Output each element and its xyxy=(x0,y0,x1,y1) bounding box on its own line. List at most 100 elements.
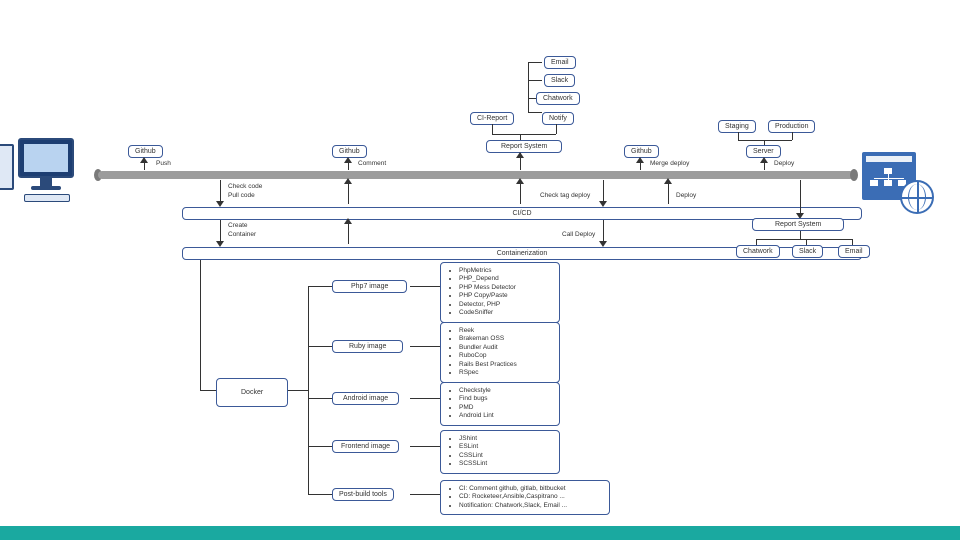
connector xyxy=(410,446,440,447)
connector xyxy=(528,98,536,99)
web-server-icon xyxy=(862,152,916,200)
label-deploy-top: Deploy xyxy=(774,160,794,167)
node-staging: Staging xyxy=(718,120,756,133)
connector xyxy=(738,140,792,141)
list-ruby-items: Reek Brakeman OSS Bundler Audit RuboCop … xyxy=(459,327,551,378)
list-frontend-items: JShint ESLint CSSLint SCSSLint xyxy=(459,435,551,469)
list-item: PhpMetrics xyxy=(459,267,551,275)
node-docker: Docker xyxy=(216,378,288,407)
list-item: CodeSniffer xyxy=(459,309,551,317)
list-postbuild: CI: Comment github, gitlab, bitbucket CD… xyxy=(440,480,610,515)
list-item: RSpec xyxy=(459,369,551,377)
node-notify: Notify xyxy=(542,112,574,125)
list-item: PHP Mess Detector xyxy=(459,284,551,292)
arrow-up-icon xyxy=(664,178,672,184)
label-check-code: Check code xyxy=(228,183,262,190)
connector xyxy=(308,494,332,495)
list-item: Notification: Chatwork,Slack, Email ... xyxy=(459,502,601,510)
list-item: CD: Rocketeer,Ansible,Caspitrano ... xyxy=(459,493,601,501)
list-frontend: JShint ESLint CSSLint SCSSLint xyxy=(440,430,560,474)
connector xyxy=(800,231,801,239)
connector xyxy=(528,80,542,81)
connector xyxy=(528,62,542,63)
list-item: Bundler Audit xyxy=(459,344,551,352)
connector xyxy=(800,180,801,215)
pipeline-bar xyxy=(98,171,854,179)
node-postbuild-tools: Post-build tools xyxy=(332,488,394,501)
connector xyxy=(308,286,332,287)
list-item: Detector, PHP xyxy=(459,301,551,309)
connector xyxy=(556,124,557,134)
list-item: PHP Copy/Paste xyxy=(459,292,551,300)
list-postbuild-items: CI: Comment github, gitlab, bitbucket CD… xyxy=(459,485,601,510)
node-chatwork: Chatwork xyxy=(536,92,580,105)
label-push: Push xyxy=(156,160,171,167)
list-item: RuboCop xyxy=(459,352,551,360)
node-android-image: Android image xyxy=(332,392,399,405)
list-item: CI: Comment github, gitlab, bitbucket xyxy=(459,485,601,493)
connector xyxy=(410,346,440,347)
arrow-up-icon xyxy=(344,178,352,184)
arrow-up-icon xyxy=(344,157,352,163)
list-php7-items: PhpMetrics PHP_Depend PHP Mess Detector … xyxy=(459,267,551,318)
list-item: Reek xyxy=(459,327,551,335)
list-item: Rails Best Practices xyxy=(459,361,551,369)
node-php7-image: Php7 image xyxy=(332,280,407,293)
list-item: ESLint xyxy=(459,443,551,451)
list-item: CSSLint xyxy=(459,452,551,460)
connector xyxy=(308,398,332,399)
arrow-up-icon xyxy=(344,218,352,224)
label-container: Container xyxy=(228,231,256,238)
list-php7: PhpMetrics PHP_Depend PHP Mess Detector … xyxy=(440,262,560,323)
list-ruby: Reek Brakeman OSS Bundler Audit RuboCop … xyxy=(440,322,560,383)
connector xyxy=(492,124,493,134)
node-rs-slack: Slack xyxy=(792,245,823,258)
footer-accent-bar xyxy=(0,526,960,540)
list-item: Find bugs xyxy=(459,395,551,403)
node-report-system-2: Report System xyxy=(752,218,844,231)
label-deploy-mid: Deploy xyxy=(676,192,696,199)
connector xyxy=(410,494,440,495)
list-item: JShint xyxy=(459,435,551,443)
list-item: Android Lint xyxy=(459,412,551,420)
list-item: PHP_Depend xyxy=(459,275,551,283)
connector xyxy=(792,132,793,140)
connector xyxy=(528,62,529,100)
connector xyxy=(756,239,852,240)
connector xyxy=(492,134,556,135)
connector xyxy=(308,286,309,494)
list-item: SCSSLint xyxy=(459,460,551,468)
pipe-cap-right xyxy=(850,169,858,181)
connector xyxy=(308,346,332,347)
connector xyxy=(528,100,529,112)
label-call-deploy: Call Deploy xyxy=(562,231,595,238)
connector xyxy=(308,446,332,447)
connector xyxy=(200,260,201,390)
node-rs-chatwork: Chatwork xyxy=(736,245,780,258)
connector xyxy=(528,112,542,113)
node-frontend-image: Frontend image xyxy=(332,440,399,453)
arrow-up-icon xyxy=(516,152,524,158)
arrow-up-icon xyxy=(636,157,644,163)
label-merge-deploy: Merge deploy xyxy=(650,160,689,167)
computer-icon xyxy=(18,138,74,190)
node-ruby-image: Ruby image xyxy=(332,340,403,353)
node-slack: Slack xyxy=(544,74,575,87)
connector xyxy=(288,390,308,391)
arrow-up-icon xyxy=(760,157,768,163)
connector xyxy=(410,398,440,399)
node-report-system: Report System xyxy=(486,140,562,153)
connector xyxy=(200,390,216,391)
arrow-up-icon xyxy=(140,157,148,163)
label-check-tag-deploy: Check tag deploy xyxy=(540,192,590,199)
list-android-items: Checkstyle Find bugs PMD Android Lint xyxy=(459,387,551,421)
label-pull-code: Pull code xyxy=(228,192,255,199)
label-create: Create xyxy=(228,222,248,229)
node-rs-email: Email xyxy=(838,245,870,258)
arrow-up-icon xyxy=(516,178,524,184)
label-comment: Comment xyxy=(358,160,386,167)
list-android: Checkstyle Find bugs PMD Android Lint xyxy=(440,382,560,426)
list-item: Checkstyle xyxy=(459,387,551,395)
node-email: Email xyxy=(544,56,576,69)
connector xyxy=(738,132,739,140)
